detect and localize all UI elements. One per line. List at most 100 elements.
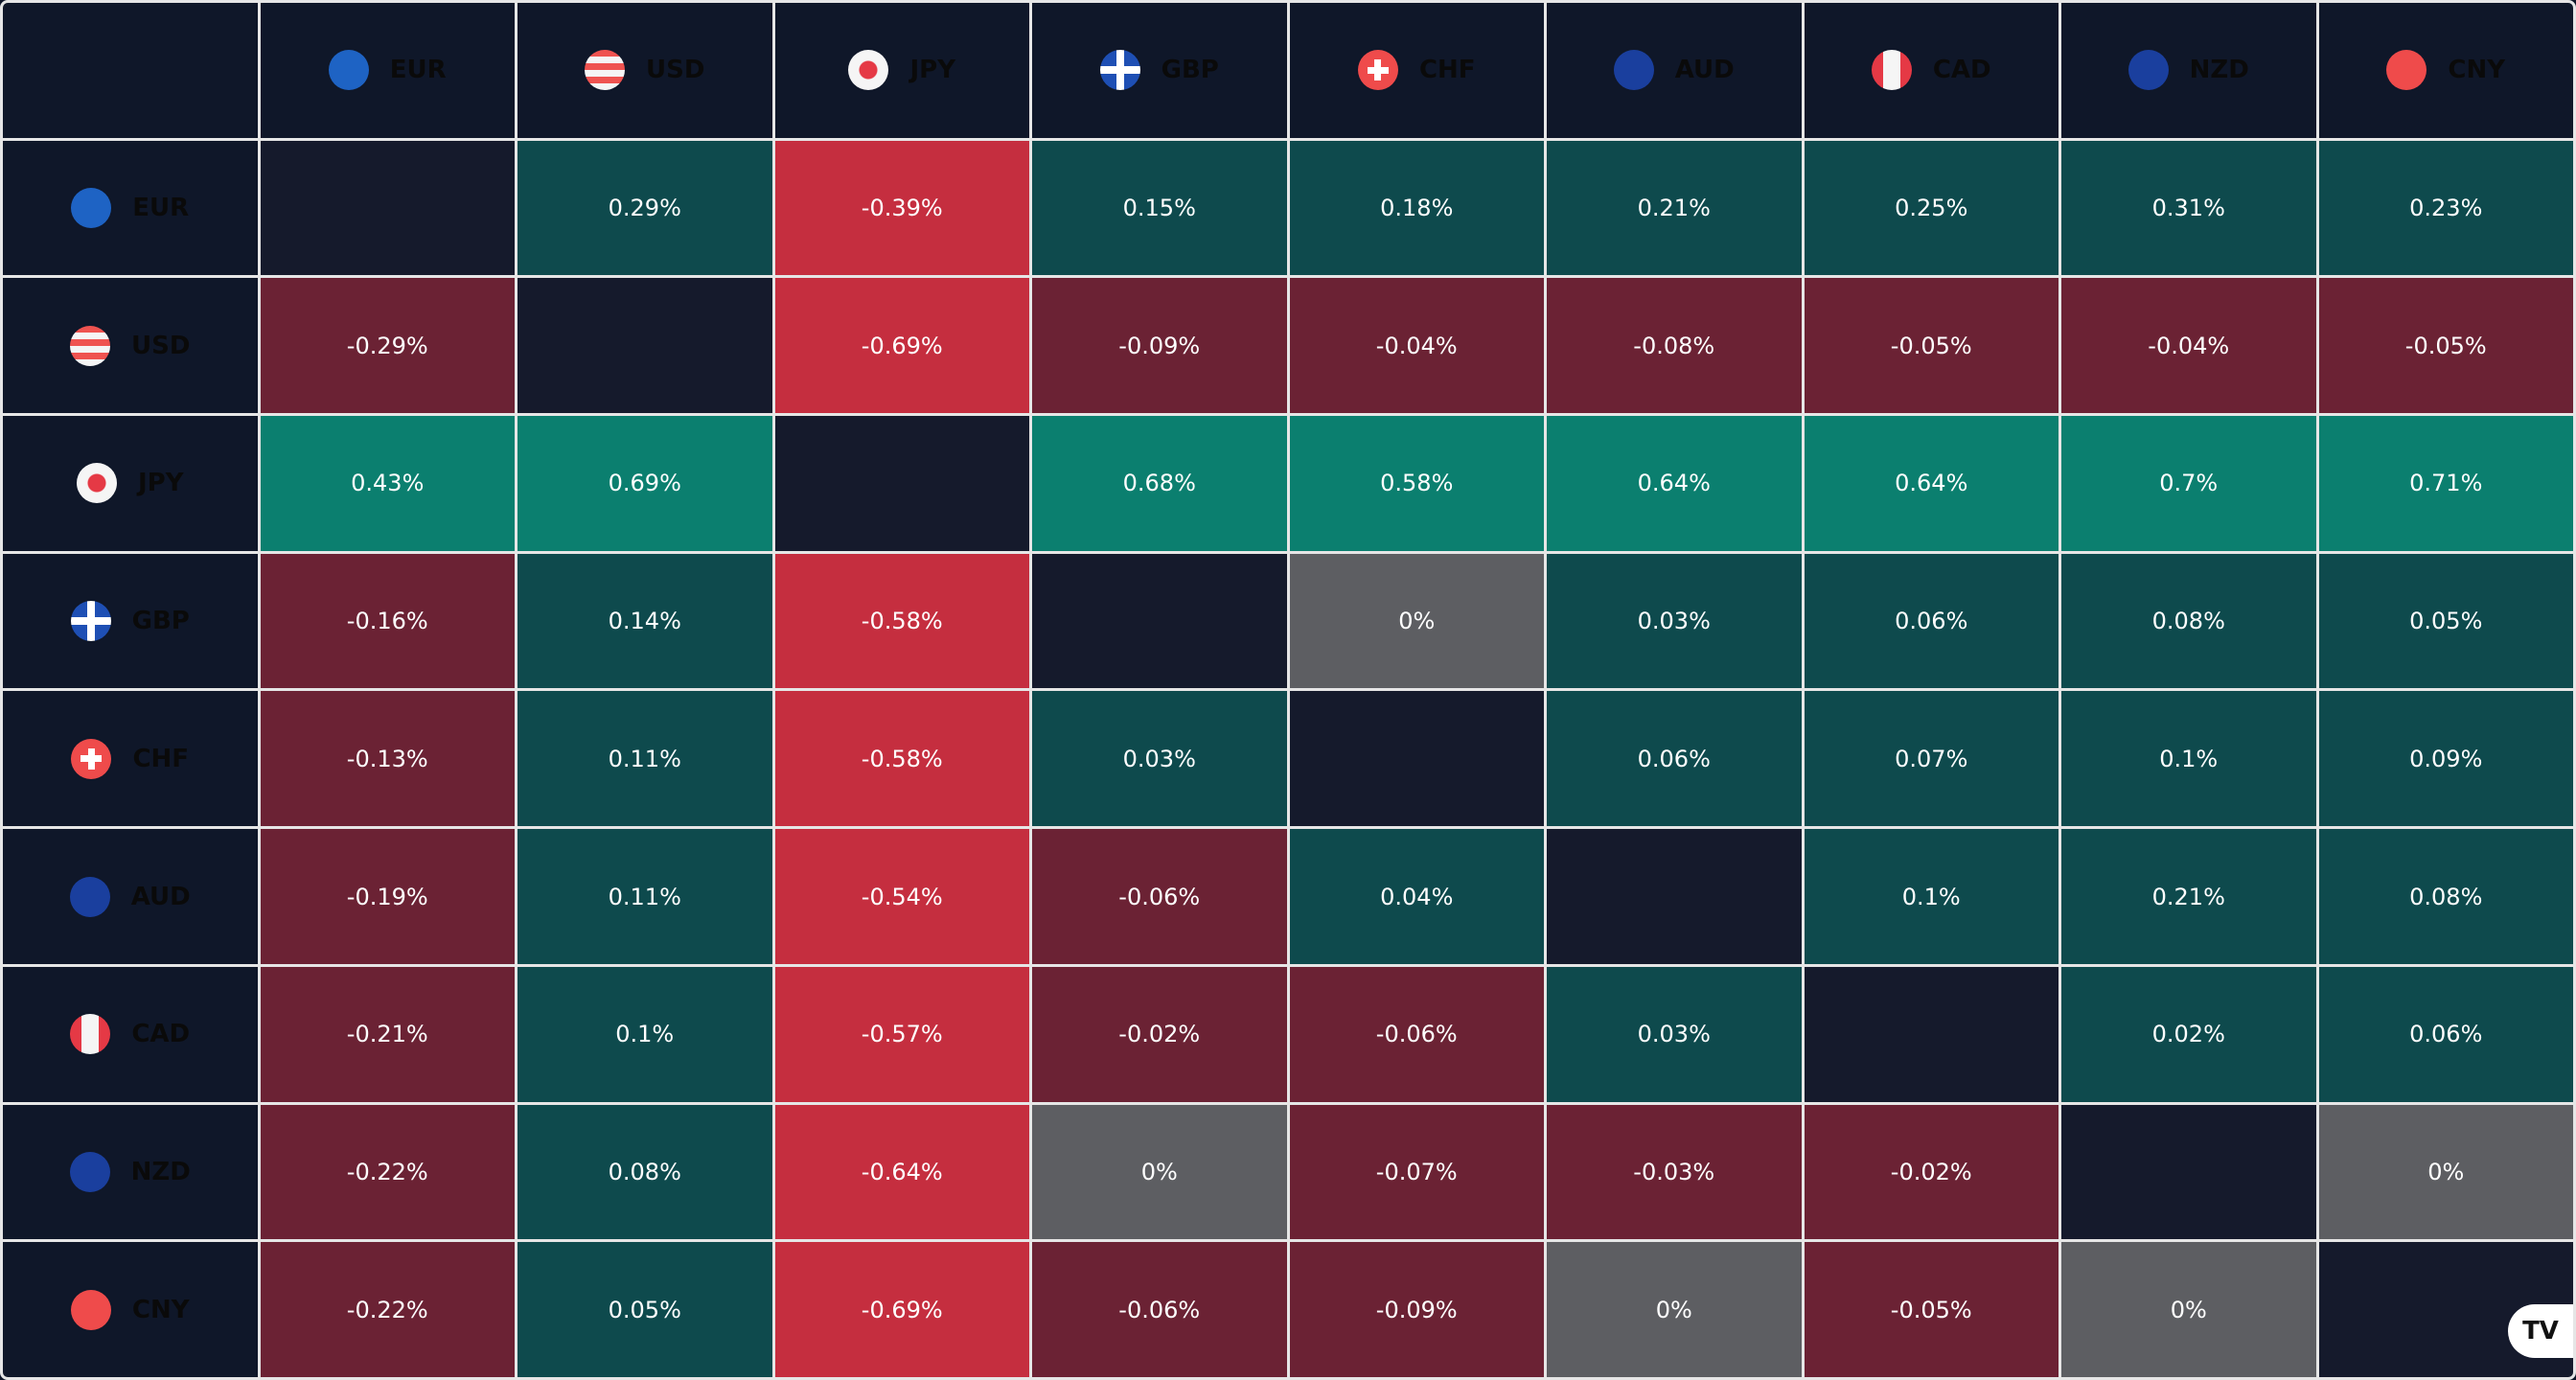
heatmap-cell[interactable]: -0.05% — [1804, 1242, 2058, 1377]
heatmap-cell[interactable]: 0% — [1547, 1242, 1802, 1377]
corner-cell — [3, 3, 258, 138]
heatmap-cell[interactable]: -0.04% — [2061, 278, 2316, 414]
heatmap-cell[interactable]: 0.02% — [2061, 966, 2316, 1102]
heatmap-cell[interactable]: 0.08% — [518, 1104, 772, 1240]
heatmap-cell[interactable]: -0.04% — [1289, 278, 1544, 414]
currency-label: AUD — [1674, 56, 1735, 85]
currency-label: CHF — [132, 744, 190, 773]
heatmap-cell[interactable]: 0.18% — [1289, 140, 1544, 276]
heatmap-cell[interactable] — [1032, 553, 1287, 689]
heatmap-cell[interactable]: 0.21% — [1547, 140, 1802, 276]
heatmap-cell[interactable]: TV — [2318, 1242, 2573, 1377]
heatmap-cell[interactable]: 0.06% — [2318, 966, 2573, 1102]
heatmap-cell[interactable]: 0.15% — [1032, 140, 1287, 276]
heatmap-cell[interactable]: 0.7% — [2061, 416, 2316, 551]
au-flag-icon — [69, 876, 110, 917]
heatmap-cell[interactable]: -0.22% — [260, 1104, 515, 1240]
currency-label: USD — [131, 331, 191, 360]
heatmap-cell[interactable]: -0.58% — [774, 553, 1029, 689]
heatmap-cell[interactable]: -0.29% — [260, 278, 515, 414]
heatmap-cell[interactable]: -0.58% — [774, 691, 1029, 827]
heatmap-cell[interactable]: 0.31% — [2061, 140, 2316, 276]
heatmap-cell[interactable]: -0.06% — [1032, 829, 1287, 964]
heatmap-cell[interactable]: -0.06% — [1032, 1242, 1287, 1377]
currency-label: CAD — [131, 1020, 191, 1049]
heatmap-cell[interactable]: 0.06% — [1547, 691, 1802, 827]
heatmap-cell[interactable]: 0.11% — [518, 829, 772, 964]
heatmap-cell[interactable]: 0.23% — [2318, 140, 2573, 276]
heatmap-cell[interactable]: 0.03% — [1547, 553, 1802, 689]
heatmap-cell[interactable]: -0.19% — [260, 829, 515, 964]
heatmap-cell[interactable]: 0.08% — [2061, 553, 2316, 689]
heatmap-cell[interactable]: -0.05% — [2318, 278, 2573, 414]
heatmap-cell[interactable]: -0.09% — [1032, 278, 1287, 414]
heatmap-cell[interactable]: 0% — [2318, 1104, 2573, 1240]
heatmap-cell[interactable] — [774, 416, 1029, 551]
heatmap-cell[interactable]: -0.69% — [774, 1242, 1029, 1377]
heatmap-cell[interactable]: 0.08% — [2318, 829, 2573, 964]
heatmap-cell[interactable] — [1289, 691, 1544, 827]
heatmap-cell[interactable]: 0.03% — [1547, 966, 1802, 1102]
heatmap-cell[interactable]: -0.16% — [260, 553, 515, 689]
heatmap-cell[interactable]: 0.29% — [518, 140, 772, 276]
heatmap-cell[interactable]: -0.07% — [1289, 1104, 1544, 1240]
heatmap-cell[interactable]: -0.08% — [1547, 278, 1802, 414]
heatmap-cell[interactable] — [1547, 829, 1802, 964]
heatmap-cell[interactable]: -0.39% — [774, 140, 1029, 276]
nz-flag-icon — [2128, 50, 2169, 91]
heatmap-cell[interactable]: -0.06% — [1289, 966, 1544, 1102]
heatmap-cell[interactable]: 0.71% — [2318, 416, 2573, 551]
heatmap-cell[interactable]: -0.02% — [1032, 966, 1287, 1102]
heatmap-cell[interactable]: 0.14% — [518, 553, 772, 689]
heatmap-cell[interactable]: 0.25% — [1804, 140, 2058, 276]
heatmap-cell[interactable]: 0.69% — [518, 416, 772, 551]
heatmap-cell[interactable]: -0.09% — [1289, 1242, 1544, 1377]
heatmap-cell[interactable]: 0.05% — [2318, 553, 2573, 689]
eu-flag-icon — [71, 188, 112, 229]
heatmap-cell[interactable]: -0.22% — [260, 1242, 515, 1377]
heatmap-cell[interactable]: 0% — [1289, 553, 1544, 689]
heatmap-cell[interactable]: 0.04% — [1289, 829, 1544, 964]
ch-flag-icon — [71, 738, 112, 779]
heatmap-cell[interactable]: 0.03% — [1032, 691, 1287, 827]
eu-flag-icon — [328, 50, 369, 91]
heatmap-cell[interactable]: 0.64% — [1804, 416, 2058, 551]
heatmap-cell[interactable]: 0.07% — [1804, 691, 2058, 827]
heatmap-cell[interactable] — [2061, 1104, 2316, 1240]
heatmap-cell[interactable]: -0.05% — [1804, 278, 2058, 414]
heatmap-cell[interactable]: 0.11% — [518, 691, 772, 827]
heatmap-cell[interactable]: -0.13% — [260, 691, 515, 827]
heatmap-cell[interactable]: 0.43% — [260, 416, 515, 551]
column-header-usd: USD — [518, 3, 772, 138]
heatmap-cell[interactable]: 0.1% — [2061, 691, 2316, 827]
heatmap-cell[interactable] — [1804, 966, 2058, 1102]
heatmap-cell[interactable]: -0.57% — [774, 966, 1029, 1102]
row-header-nzd: NZD — [3, 1104, 258, 1240]
heatmap-cell[interactable]: 0% — [1032, 1104, 1287, 1240]
heatmap-cell[interactable]: 0.05% — [518, 1242, 772, 1377]
heatmap-cell[interactable]: -0.69% — [774, 278, 1029, 414]
row-header-aud: AUD — [3, 829, 258, 964]
heatmap-cell[interactable]: 0% — [2061, 1242, 2316, 1377]
heatmap-cell[interactable]: 0.09% — [2318, 691, 2573, 827]
row-header-cny: CNY — [3, 1242, 258, 1377]
ca-flag-icon — [1871, 50, 1912, 91]
heatmap-cell[interactable]: 0.1% — [518, 966, 772, 1102]
heatmap-cell[interactable]: -0.64% — [774, 1104, 1029, 1240]
heatmap-cell[interactable]: 0.68% — [1032, 416, 1287, 551]
currency-label: CNY — [2448, 56, 2506, 85]
heatmap-cell[interactable]: 0.64% — [1547, 416, 1802, 551]
heatmap-cell[interactable]: -0.03% — [1547, 1104, 1802, 1240]
heatmap-cell[interactable] — [518, 278, 772, 414]
heatmap-cell[interactable]: 0.1% — [1804, 829, 2058, 964]
nz-flag-icon — [69, 1151, 110, 1192]
tradingview-logo[interactable]: TV — [2508, 1303, 2573, 1358]
heatmap-cell[interactable]: 0.58% — [1289, 416, 1544, 551]
heatmap-cell[interactable]: -0.21% — [260, 966, 515, 1102]
heatmap-cell[interactable]: -0.02% — [1804, 1104, 2058, 1240]
heatmap-cell[interactable]: 0.06% — [1804, 553, 2058, 689]
heatmap-cell[interactable]: -0.54% — [774, 829, 1029, 964]
heatmap-cell[interactable] — [260, 140, 515, 276]
heatmap-cell[interactable]: 0.21% — [2061, 829, 2316, 964]
